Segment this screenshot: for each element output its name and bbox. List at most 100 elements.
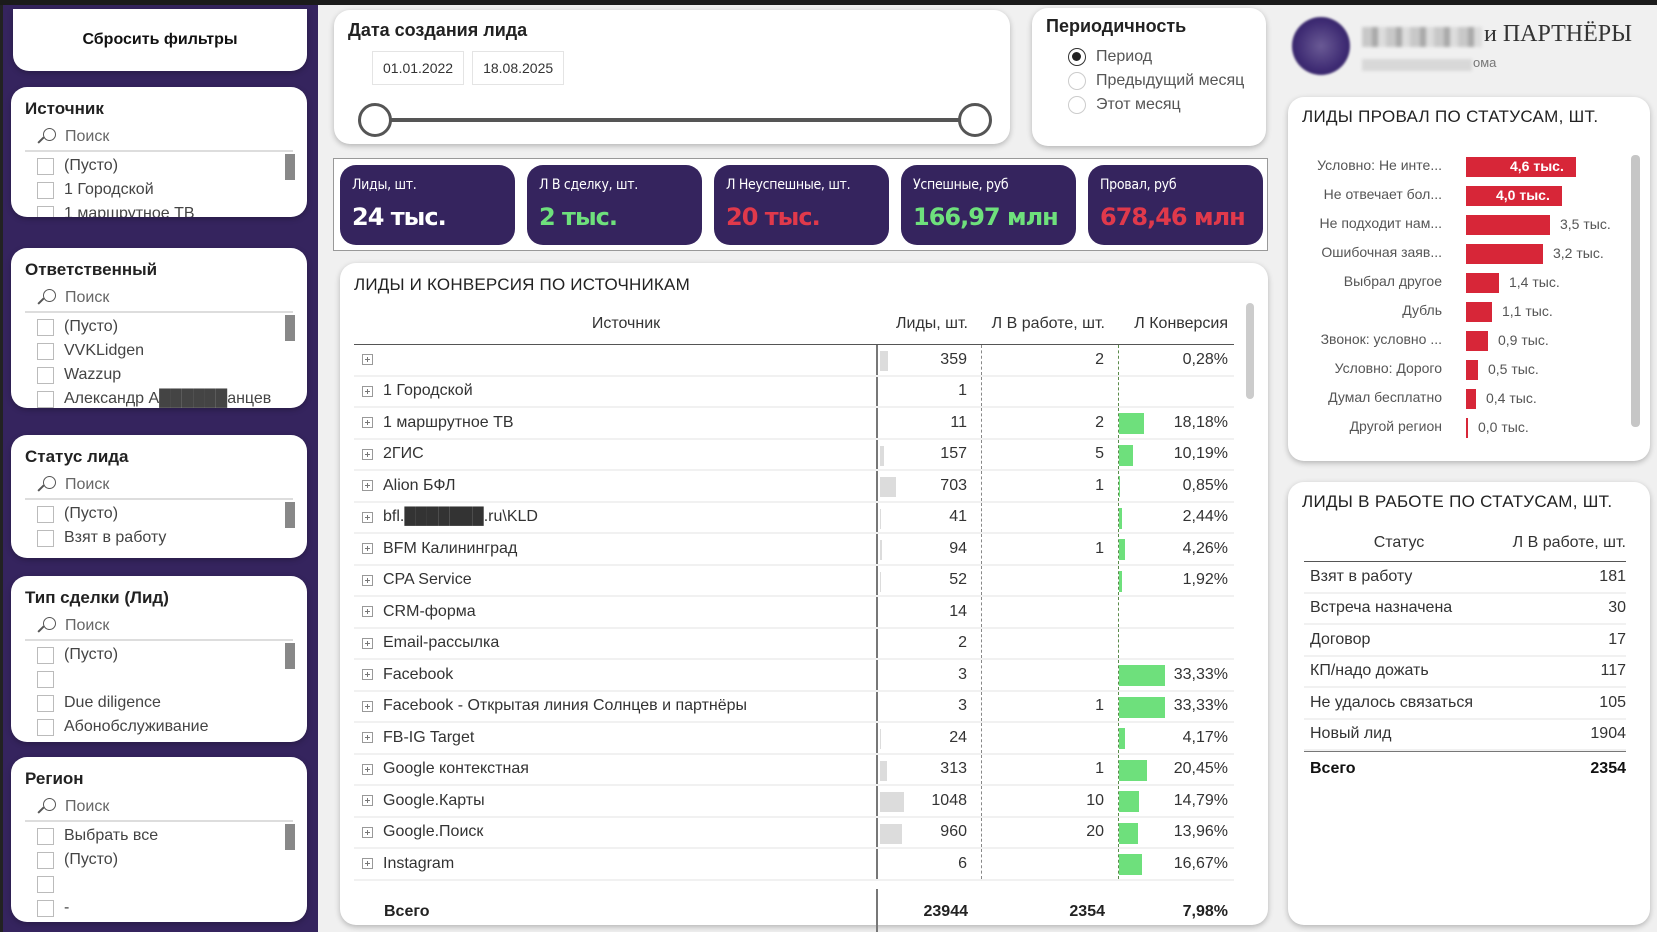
column-header-source[interactable]: Источник [591,314,661,332]
period-option[interactable]: Предыдущий месяц [1068,69,1252,93]
slicer-option[interactable]: Wazzup [37,363,293,387]
checkbox[interactable] [37,505,54,523]
slicer-option[interactable]: Due diligence [37,691,293,715]
bar[interactable] [1466,273,1499,293]
bar[interactable] [1466,389,1476,409]
expand-icon[interactable] [362,480,373,492]
slicer-option[interactable]: 1 маршрутное ТВ [37,202,293,217]
slicer-option[interactable]: Взят в работу [37,526,293,550]
table-row[interactable]: FB-IG Target 24 4,17% [354,723,1234,755]
bar[interactable] [1466,331,1488,351]
checkbox[interactable] [37,342,54,360]
table-row[interactable]: Facebook - Открытая линия Солнцев и парт… [354,691,1234,723]
table-row[interactable]: КП/надо дожать 117 [1304,657,1626,688]
checkbox[interactable] [37,851,54,869]
table-row[interactable]: Email-рассылка 2 [354,628,1234,660]
bar-row[interactable]: Не подходит нам... 3,5 тыс. [1288,211,1628,240]
expand-icon[interactable] [362,448,373,460]
table-row[interactable]: Встреча назначена 30 [1304,594,1626,625]
bar[interactable] [1466,244,1543,264]
bar-row[interactable]: Условно: Дорого 0,5 тыс. [1288,356,1628,385]
checkbox[interactable] [37,899,54,917]
scrollbar[interactable] [285,643,295,669]
checkbox[interactable] [37,718,54,736]
slicer-option[interactable]: 1 Городской [37,178,293,202]
expand-icon[interactable] [362,858,373,870]
table-row[interactable]: Новый лид 1904 [1304,720,1626,751]
bar[interactable] [1466,302,1492,322]
slicer-option[interactable]: (Пусто) [37,502,293,526]
checkbox[interactable] [37,646,54,664]
slider-start-handle[interactable] [358,103,392,137]
table-row[interactable]: Взят в работу 181 [1304,562,1626,594]
bar[interactable] [1466,418,1468,438]
reset-filters-button[interactable]: Сбросить фильтры [13,9,307,71]
slicer-option[interactable]: (Пусто) [37,154,293,178]
bar-row[interactable]: Ошибочная заяв... 3,2 тыс. [1288,240,1628,269]
checkbox[interactable] [37,205,54,217]
chart-scrollbar[interactable] [1631,155,1640,427]
bar-row[interactable]: Выбрал другое 1,4 тыс. [1288,269,1628,298]
slider-end-handle[interactable] [958,103,992,137]
column-header-count[interactable]: Л В работе, шт. [1512,533,1626,551]
slicer-option[interactable] [37,667,293,691]
bar-row[interactable]: Звонок: условно ... 0,9 тыс. [1288,327,1628,356]
responsible-search-input[interactable]: Поиск [25,288,293,313]
table-row[interactable]: 1 маршрутное ТВ 11 2 18,18% [354,408,1234,440]
checkbox[interactable] [37,670,54,688]
scrollbar[interactable] [285,502,295,528]
slicer-option[interactable] [37,872,293,896]
checkbox[interactable] [37,318,54,336]
expand-icon[interactable] [362,826,373,838]
slicer-option[interactable]: (Пусто) [37,315,293,339]
slicer-option[interactable]: - [37,896,293,920]
checkbox[interactable] [37,827,54,845]
checkbox[interactable] [37,366,54,384]
table-row[interactable]: BFM Калининград 94 1 4,26% [354,534,1234,566]
region-search-input[interactable]: Поиск [25,797,293,822]
bar-row[interactable]: Другой регион 0,0 тыс. [1288,414,1628,443]
table-row[interactable]: Facebook 3 33,33% [354,660,1234,692]
slicer-option[interactable]: (Пусто) [37,848,293,872]
checkbox[interactable] [37,157,54,175]
status-search-input[interactable]: Поиск [25,475,293,500]
slicer-option[interactable]: VVKLidgen [37,339,293,363]
column-header-leads[interactable]: Лиды, шт. [896,314,968,332]
slicer-option[interactable]: Абонобслуживание [37,715,293,739]
radio[interactable] [1068,72,1086,90]
date-range-slider[interactable] [358,103,992,137]
checkbox[interactable] [37,694,54,712]
table-row[interactable]: Не удалось связаться 105 [1304,688,1626,720]
start-date-input[interactable]: 01.01.2022 [372,51,465,85]
expand-icon[interactable] [362,417,373,429]
radio-selected[interactable] [1068,48,1086,66]
table-row[interactable]: 1 Городской 1 [354,376,1234,408]
bar-row[interactable]: Думал бесплатно 0,4 тыс. [1288,385,1628,414]
table-row[interactable]: Google.Карты 1048 10 14,79% [354,786,1234,818]
period-option[interactable]: Этот месяц [1068,93,1252,117]
bar[interactable] [1466,360,1478,380]
table-row[interactable]: Instagram 6 16,67% [354,849,1234,881]
expand-icon[interactable] [362,700,373,712]
table-row[interactable]: Alion БФЛ 703 1 0,85% [354,471,1234,503]
deal-type-search-input[interactable]: Поиск [25,616,293,641]
table-row[interactable]: CRM-форма 14 [354,597,1234,629]
bar[interactable] [1466,157,1576,177]
scrollbar[interactable] [285,315,295,341]
table-row[interactable]: bfl.███████.ru\KLD 41 2,44% [354,502,1234,534]
table-row[interactable]: Google.Поиск 960 20 13,96% [354,817,1234,849]
bar[interactable] [1466,215,1550,235]
period-option[interactable]: Период [1068,45,1252,69]
table-row[interactable]: 359 2 0,28% [354,345,1234,377]
scrollbar[interactable] [285,154,295,180]
expand-icon[interactable] [362,574,373,586]
column-header-conversion[interactable]: Л Конверсия [1134,314,1228,332]
expand-icon[interactable] [362,354,373,366]
scrollbar[interactable] [285,824,295,850]
table-row[interactable]: Договор 17 [1304,625,1626,657]
expand-icon[interactable] [362,543,373,555]
bar-row[interactable]: Условно: Не инте... 4,6 тыс. [1288,153,1628,182]
bar-row[interactable]: Не отвечает бол... 4,0 тыс. [1288,182,1628,211]
bar-row[interactable]: Дубль 1,1 тыс. [1288,298,1628,327]
checkbox[interactable] [37,529,54,547]
